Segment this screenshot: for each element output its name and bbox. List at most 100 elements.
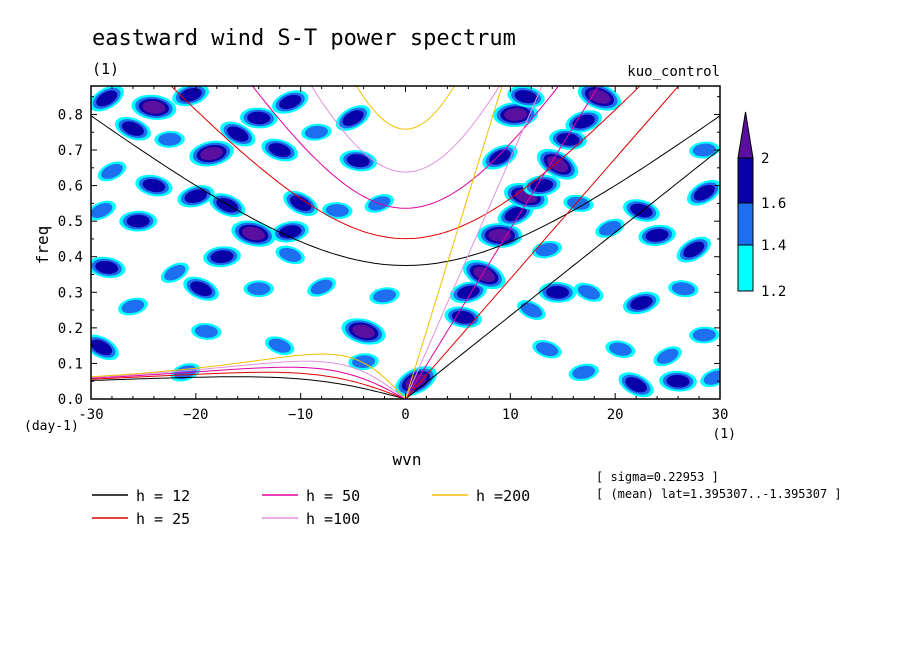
contour-level-2 [346,154,370,168]
y-tick-label: 0.8 [58,107,83,123]
contour-level-1 [656,348,679,364]
chart-subtitle-right: kuo_control [627,64,720,80]
rossby-wave-curve [91,376,406,399]
gravity-wave-curve [310,86,501,173]
contour-blob [700,368,720,388]
contour-blob [131,94,177,120]
gravity-wave-curve [356,86,455,130]
contour-blob [119,210,158,232]
contour-level-2 [504,206,527,222]
x-tick-label: 10 [502,407,519,423]
contour-level-3 [200,146,223,161]
contour-level-1 [304,125,328,139]
power-contours [91,86,720,398]
contour-level-1 [247,282,271,296]
y-tick-label: 0.1 [58,356,83,372]
dispersion-curves [91,86,720,399]
contour-level-2 [625,377,647,393]
contour-level-2 [190,281,212,297]
contour-level-1 [671,282,695,296]
contour-level-1 [268,338,291,353]
contour-level-2 [289,195,312,212]
gravity-wave-curve [91,115,720,267]
contour-blob [239,107,278,129]
dispersion-curve [91,86,543,399]
contour-blob [183,276,219,301]
legend-entry: h =100 [262,510,360,528]
x-axis-label: wvn [393,450,422,469]
contour-level-2 [630,296,653,310]
contour-blob [517,300,546,321]
contour-blob [261,138,298,162]
gravity-wave-curve [170,86,641,240]
legend-entry: h = 25 [92,510,190,528]
contour-level-2 [645,228,669,242]
contour-level-2 [514,90,538,104]
y-unit-label: (day-1) [24,419,79,434]
contour-blob [538,281,577,303]
contour-blob [574,282,604,302]
y-tick-label: 0.6 [58,179,83,195]
contour-level-2 [95,260,119,274]
kelvin-wave-curve [405,148,720,399]
y-tick-label: 0.3 [58,285,83,301]
contour-blob [339,150,378,172]
contour-level-1 [703,370,720,385]
y-tick-label: 0.4 [58,250,83,266]
colorbar-segment [737,202,754,246]
contour-level-1 [279,247,302,262]
contour-level-1 [572,365,596,379]
contour-blob [91,86,124,112]
contour-blob [687,179,720,206]
contour-level-1 [577,285,600,300]
contour-blob [275,245,305,265]
legend-label: h = 25 [136,510,190,528]
contour-level-3 [352,324,375,339]
contour-blob [118,297,148,316]
contour-level-1 [101,163,123,179]
x-tick-label: 0 [401,407,409,423]
rossby-wave-curve [91,353,406,399]
contour-level-2 [530,179,554,193]
contour-level-1 [91,203,113,218]
contour-level-2 [247,111,271,125]
contour-blob [135,174,173,197]
contour-blob [97,161,127,182]
contour-blob [177,185,215,208]
contour-level-1 [692,328,716,342]
contour-level-2 [121,121,144,136]
contour-blob [605,340,636,358]
chart-subtitle-left: (1) [92,60,119,78]
contour-level-2 [279,94,302,110]
axes: -30 −20 −10 0 10 20 30 0.0 0.1 0.2 0.3 0.4 0.5 0.6 0.7… [58,86,728,423]
contour-blob [335,105,371,131]
colorbar-extend-arrow [737,111,754,159]
legend-entry: h =200 [432,487,530,505]
contour-blob [243,280,274,298]
contour-blob [307,277,337,297]
contour-blob [565,110,603,133]
contour-blob [283,190,319,216]
contour-blob [272,90,309,114]
contour-blob [271,221,309,243]
legend-label: h =100 [306,510,360,528]
contour-level-2 [268,143,291,157]
contour-blob [563,194,594,212]
rossby-wave-curve [91,366,406,399]
rossby-wave-curve [91,360,406,399]
contour-level-3 [473,267,495,282]
contour-level-2 [142,178,166,193]
x-tick-label: 20 [607,407,624,423]
kelvin-wave-curve [405,86,543,399]
colorbar-segment [737,157,754,204]
contour-blob [532,340,562,359]
contour-level-1 [121,299,145,314]
contour-blob [689,141,720,159]
contour-blob [114,116,151,141]
legend-label: h = 50 [306,487,360,505]
contour-blob [577,86,622,111]
contour-blob [595,218,625,238]
contour-level-3 [488,229,512,242]
kelvin-wave-curve [405,86,503,399]
